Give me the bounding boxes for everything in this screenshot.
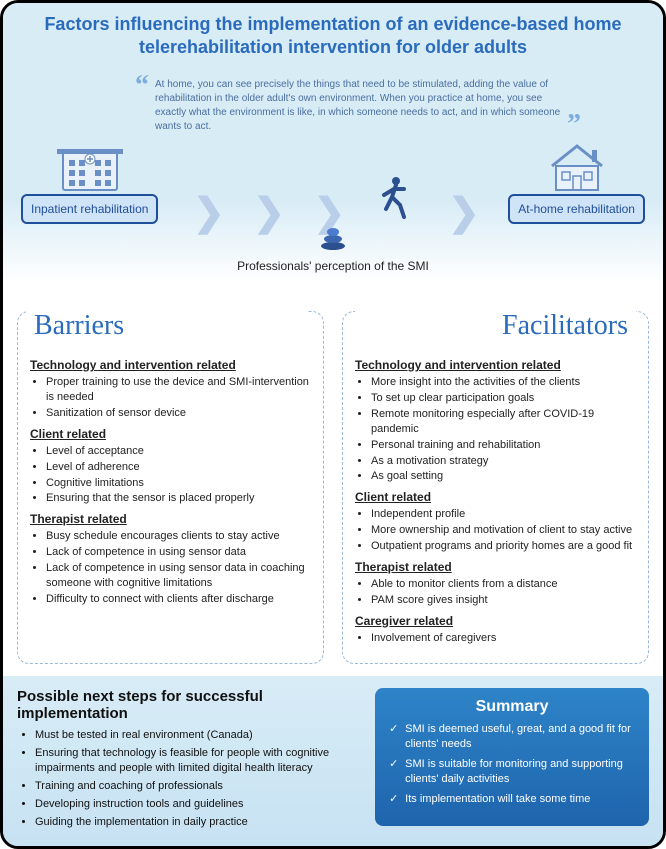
close-quote-icon: ” <box>567 117 581 134</box>
athome-block: At-home rehabilitation <box>508 142 645 224</box>
barriers-heading: Barriers <box>26 310 307 342</box>
list-item: Difficulty to connect with clients after… <box>46 592 311 607</box>
barriers-body: Technology and intervention related Prope… <box>30 358 311 606</box>
list-item: Outpatient programs and priority homes a… <box>371 539 636 554</box>
list-item: Involvement of caregivers <box>371 631 636 646</box>
perception-label: Professionals' perception of the SMI <box>15 259 651 273</box>
list-item: PAM score gives insight <box>371 593 636 608</box>
section-list: Involvement of caregivers <box>355 631 636 646</box>
list-item: Able to monitor clients from a distance <box>371 577 636 592</box>
columns-wrap: Barriers Technology and intervention rel… <box>3 307 663 676</box>
section-subhead: Client related <box>30 427 311 441</box>
list-item: As a motivation strategy <box>371 454 636 469</box>
quote-text: At home, you can see precisely the thing… <box>155 78 561 134</box>
summary-item: SMI is suitable for monitoring and suppo… <box>389 757 635 787</box>
list-item: As goal setting <box>371 469 636 484</box>
athome-label: At-home rehabilitation <box>508 194 645 224</box>
poster-frame: Factors influencing the implementation o… <box>0 0 666 849</box>
section-list: More insight into the activities of the … <box>355 375 636 484</box>
section-subhead: Therapist related <box>30 512 311 526</box>
chevron-icon: ❯ <box>253 202 279 225</box>
stones-icon <box>15 226 651 255</box>
section-list: Proper training to use the device and SM… <box>30 375 311 421</box>
list-item: Ensuring that technology is feasible for… <box>35 746 361 776</box>
summary-item: SMI is deemed useful, great, and a good … <box>389 722 635 752</box>
list-item: Must be tested in real environment (Cana… <box>35 728 361 743</box>
summary-item: Its implementation will take some time <box>389 792 635 807</box>
open-quote-icon: “ <box>135 78 149 134</box>
section-subhead: Therapist related <box>355 560 636 574</box>
list-item: Lack of competence in using sensor data … <box>46 561 311 591</box>
section-subhead: Technology and intervention related <box>355 358 636 372</box>
section-list: Independent profileMore ownership and mo… <box>355 507 636 554</box>
section-subhead: Technology and intervention related <box>30 358 311 372</box>
section-list: Busy schedule encourages clients to stay… <box>30 529 311 606</box>
section-subhead: Caregiver related <box>355 614 636 628</box>
list-item: More ownership and motivation of client … <box>371 523 636 538</box>
facilitators-heading: Facilitators <box>355 310 636 342</box>
section-list: Able to monitor clients from a distanceP… <box>355 577 636 608</box>
list-item: Personal training and rehabilitation <box>371 438 636 453</box>
list-item: Remote monitoring especially after COVID… <box>371 407 636 437</box>
section-subhead: Client related <box>355 490 636 504</box>
list-item: Sanitization of sensor device <box>46 406 311 421</box>
section-list: Level of acceptanceLevel of adherenceCog… <box>30 444 311 506</box>
main-title: Factors influencing the implementation o… <box>23 13 643 58</box>
list-item: Ensuring that the sensor is placed prope… <box>46 491 311 506</box>
facilitators-body: Technology and intervention related More … <box>355 358 636 645</box>
hospital-icon <box>57 146 123 192</box>
quote-block: “ At home, you can see precisely the thi… <box>15 76 651 142</box>
chevron-icon: ❯ <box>313 202 339 225</box>
list-item: Level of adherence <box>46 460 311 475</box>
walking-person-icon <box>374 175 414 224</box>
list-item: Busy schedule encourages clients to stay… <box>46 529 311 544</box>
barriers-column: Barriers Technology and intervention rel… <box>17 311 324 664</box>
inpatient-label: Inpatient rehabilitation <box>21 194 158 224</box>
next-steps-heading: Possible next steps for successful imple… <box>17 688 361 722</box>
next-steps-block: Possible next steps for successful imple… <box>17 688 361 832</box>
house-icon <box>542 142 612 192</box>
summary-box: Summary SMI is deemed useful, great, and… <box>375 688 649 825</box>
list-item: To set up clear participation goals <box>371 391 636 406</box>
facilitators-column: Facilitators Technology and intervention… <box>342 311 649 664</box>
chevron-icon: ❯ <box>448 202 474 225</box>
journey-row: Inpatient rehabilitation ❯ ❯ ❯ ❯ <box>15 142 651 224</box>
footer-band: Possible next steps for successful imple… <box>3 676 663 846</box>
list-item: Independent profile <box>371 507 636 522</box>
list-item: Level of acceptance <box>46 444 311 459</box>
list-item: Cognitive limitations <box>46 476 311 491</box>
list-item: Training and coaching of professionals <box>35 779 361 794</box>
next-steps-list: Must be tested in real environment (Cana… <box>17 728 361 829</box>
list-item: More insight into the activities of the … <box>371 375 636 390</box>
inpatient-block: Inpatient rehabilitation <box>21 146 158 224</box>
summary-list: SMI is deemed useful, great, and a good … <box>389 722 635 806</box>
chevron-icon: ❯ <box>193 202 219 225</box>
list-item: Proper training to use the device and SM… <box>46 375 311 405</box>
list-item: Guiding the implementation in daily prac… <box>35 815 361 830</box>
journey-band: “ At home, you can see precisely the thi… <box>3 70 663 307</box>
summary-heading: Summary <box>389 698 635 716</box>
list-item: Lack of competence in using sensor data <box>46 545 311 560</box>
title-band: Factors influencing the implementation o… <box>3 3 663 70</box>
